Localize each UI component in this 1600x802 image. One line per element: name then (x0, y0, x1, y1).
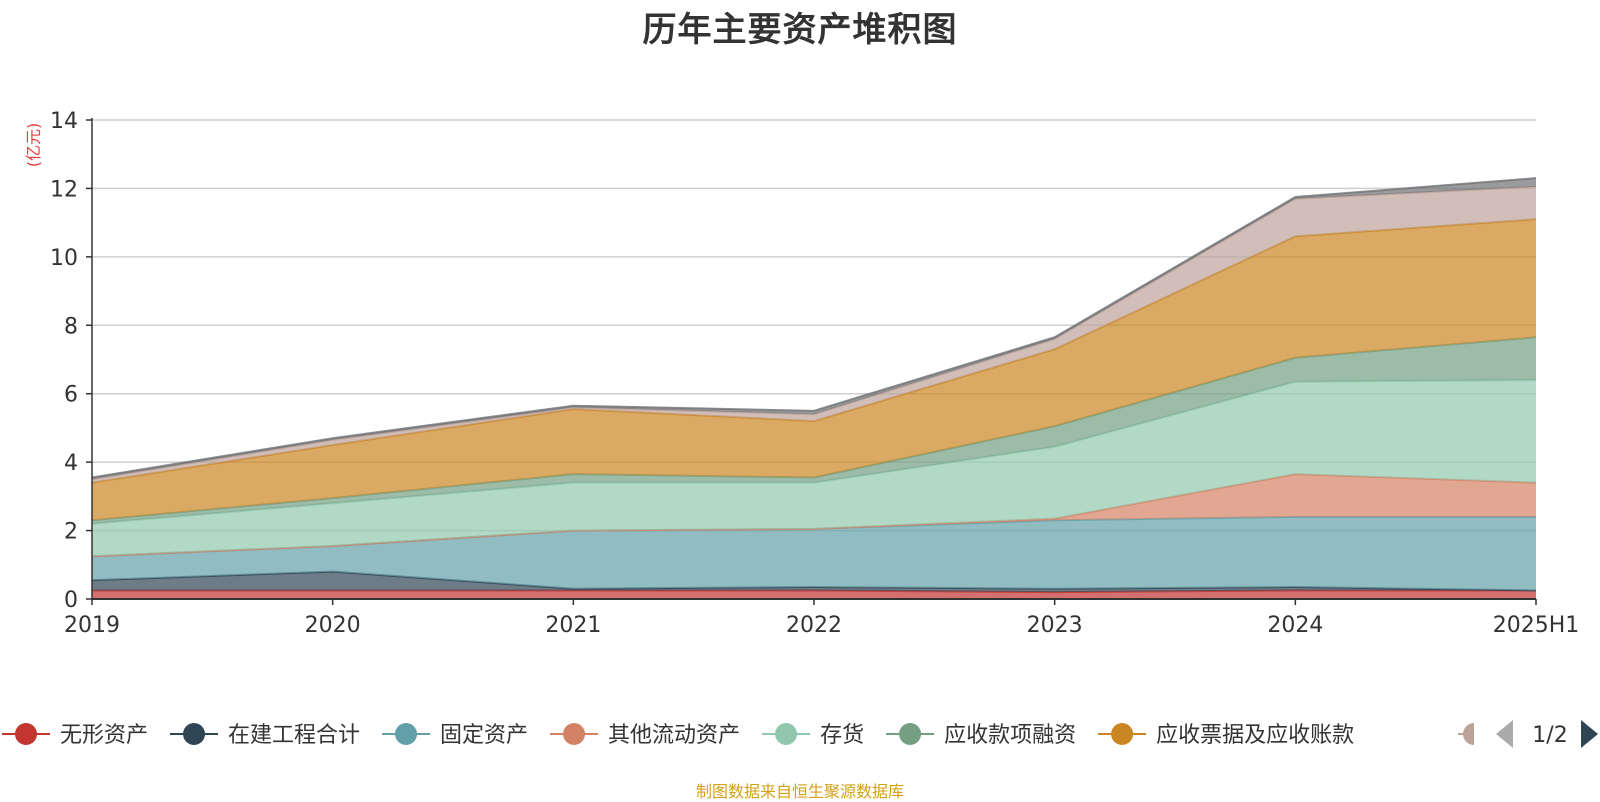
legend-label: 应收票据及应收账款 (1156, 723, 1354, 748)
legend-item-0[interactable]: 无形资产 (2, 723, 148, 748)
area-series-4 (92, 380, 1536, 557)
x-tick-label: 2020 (305, 613, 361, 638)
area-series-2 (92, 516, 1536, 591)
legend-label: 应收款项融资 (944, 723, 1076, 748)
legend-marker (775, 723, 798, 745)
legend-item-4[interactable]: 存货 (762, 723, 864, 748)
legend-marker (563, 723, 586, 745)
x-tick-label: 2021 (545, 613, 601, 638)
y-tick-label: 2 (64, 520, 78, 545)
legend-label: 存货 (820, 723, 864, 748)
legend-marker (1463, 723, 1474, 745)
x-tick-label: 2025H1 (1493, 613, 1580, 638)
legend-page-indicator: 1/2 (1532, 723, 1567, 748)
legend-marker (395, 723, 418, 745)
y-tick-label: 6 (64, 383, 78, 408)
axes: 0 2 4 6 8 10 12 14 (亿元) 2019 2020 2021 2022 2023 2024 2… (24, 109, 1579, 638)
x-tick-label: 2024 (1267, 613, 1323, 638)
legend-marker (899, 723, 922, 745)
y-tick-label: 4 (64, 451, 78, 476)
area-series-0 (92, 590, 1536, 599)
legend-marker (15, 723, 37, 745)
legend-label: 无形资产 (60, 723, 148, 748)
area-top-line-8 (91, 177, 1537, 479)
area-series-7 (92, 186, 1536, 483)
legend-item-2[interactable]: 固定资产 (382, 723, 528, 748)
source-note: 制图数据来自恒生聚源数据库 (695, 782, 904, 801)
x-tick-label: 2019 (64, 613, 120, 638)
chart-title: 历年主要资产堆积图 (642, 10, 958, 50)
legend-prev-page-icon[interactable] (1496, 720, 1513, 748)
legend-item-7[interactable] (1458, 723, 1474, 745)
legend-label: 在建工程合计 (228, 723, 360, 748)
legend-label: 其他流动资产 (608, 723, 740, 748)
legend-label: 固定资产 (440, 723, 528, 748)
x-tick-label: 2022 (786, 613, 842, 638)
y-tick-label: 10 (50, 246, 78, 271)
area-series-6 (92, 219, 1536, 521)
legend-item-3[interactable]: 其他流动资产 (550, 723, 740, 748)
y-tick-label: 14 (50, 109, 78, 134)
legend-item-5[interactable]: 应收款项融资 (886, 723, 1076, 748)
y-tick-label: 8 (64, 314, 78, 339)
area-series-5 (92, 337, 1536, 524)
area-series (91, 177, 1537, 599)
legend-item-1[interactable]: 在建工程合计 (170, 723, 360, 748)
legend-item-6[interactable]: 应收票据及应收账款 (1098, 723, 1354, 748)
y-tick-label: 0 (64, 588, 78, 613)
area-series-1 (92, 571, 1536, 593)
area-series-3 (92, 474, 1536, 557)
x-tick-label: 2023 (1027, 613, 1083, 638)
legend-next-page-icon[interactable] (1581, 720, 1598, 748)
legend-marker (1111, 723, 1134, 745)
y-tick-label: 12 (50, 177, 78, 202)
legend-marker (183, 723, 206, 745)
legend: 无形资产 在建工程合计 固定资产 其他流动资产 存货 应收款项融资 应收票据及应收账款 1/2 (2, 720, 1598, 748)
unit-label: (亿元) (24, 123, 43, 168)
